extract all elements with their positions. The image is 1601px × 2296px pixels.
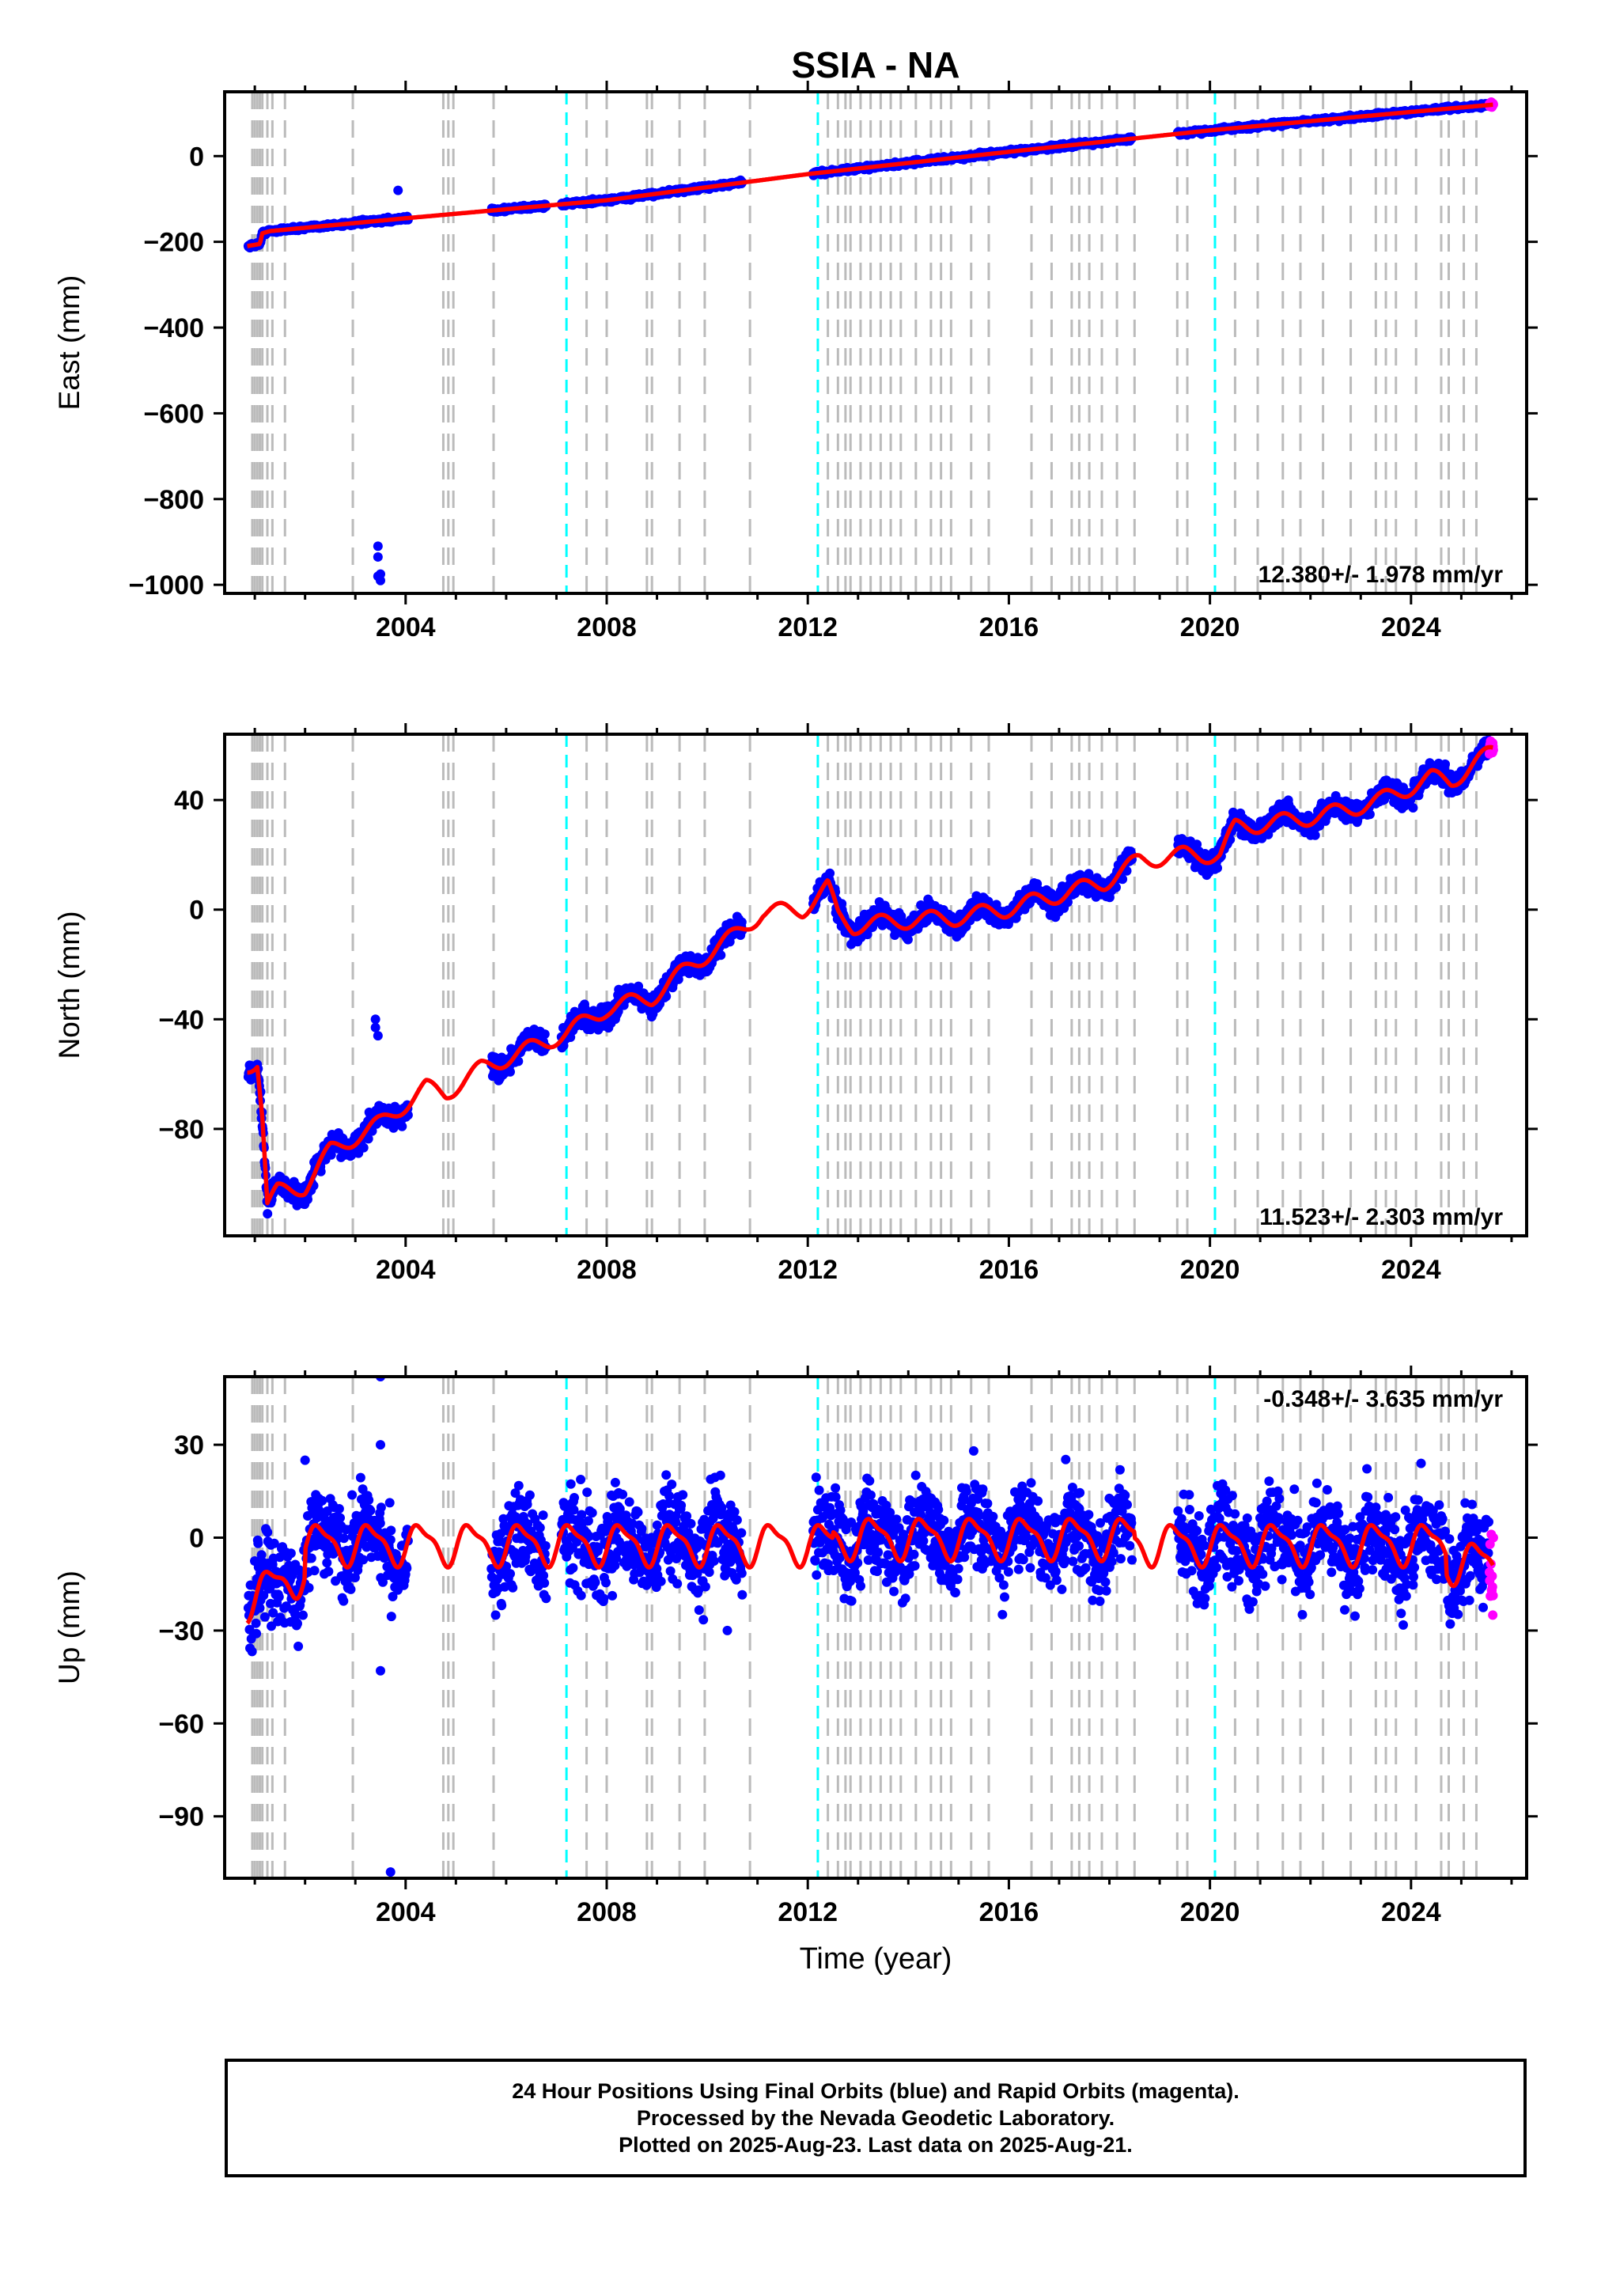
data-point [716, 950, 726, 960]
data-point [1310, 830, 1320, 840]
data-point [825, 868, 835, 878]
data-point [505, 1067, 515, 1077]
data-point [736, 917, 747, 927]
outlier-point [393, 185, 403, 195]
outlier-point [373, 551, 383, 562]
plot-area-east [243, 92, 1498, 593]
data-point [1408, 803, 1418, 813]
data-point [358, 1142, 369, 1153]
y-tick-label: −600 [143, 399, 204, 429]
x-tick-label: 2008 [577, 612, 637, 642]
x-tick-label: 2012 [778, 612, 838, 642]
plot-area-north [243, 734, 1498, 1236]
final-orbit-points [243, 735, 1493, 1219]
outlier-point [376, 569, 386, 579]
x-tick-label: 2004 [376, 612, 436, 642]
y-tick-label: 0 [189, 142, 204, 172]
y-tick-label: −800 [143, 485, 204, 515]
x-tick-label: 2016 [979, 612, 1039, 642]
data-point [539, 1029, 550, 1040]
y-tick-label: −400 [143, 313, 204, 343]
data-point [1440, 759, 1450, 769]
outlier-point [373, 541, 383, 551]
data-point [1213, 863, 1222, 873]
y-tick-label: −1000 [129, 570, 205, 601]
panel-east: 2004 2008 2012 2016 2020 2024 0 −200 −400 −600 −80… [53, 81, 1538, 642]
y-tick-label: −200 [143, 228, 204, 258]
data-point [263, 1209, 273, 1219]
y-axis-label: East (mm) [53, 275, 85, 411]
velocity-rate-label: 12.380+/- 1.978 mm/yr [1258, 562, 1504, 588]
chart-title: SSIA - NA [792, 44, 960, 85]
x-tick-label: 2020 [1180, 612, 1240, 642]
x-tick-label: 2024 [1381, 612, 1441, 642]
final-orbit-points [243, 99, 1493, 585]
